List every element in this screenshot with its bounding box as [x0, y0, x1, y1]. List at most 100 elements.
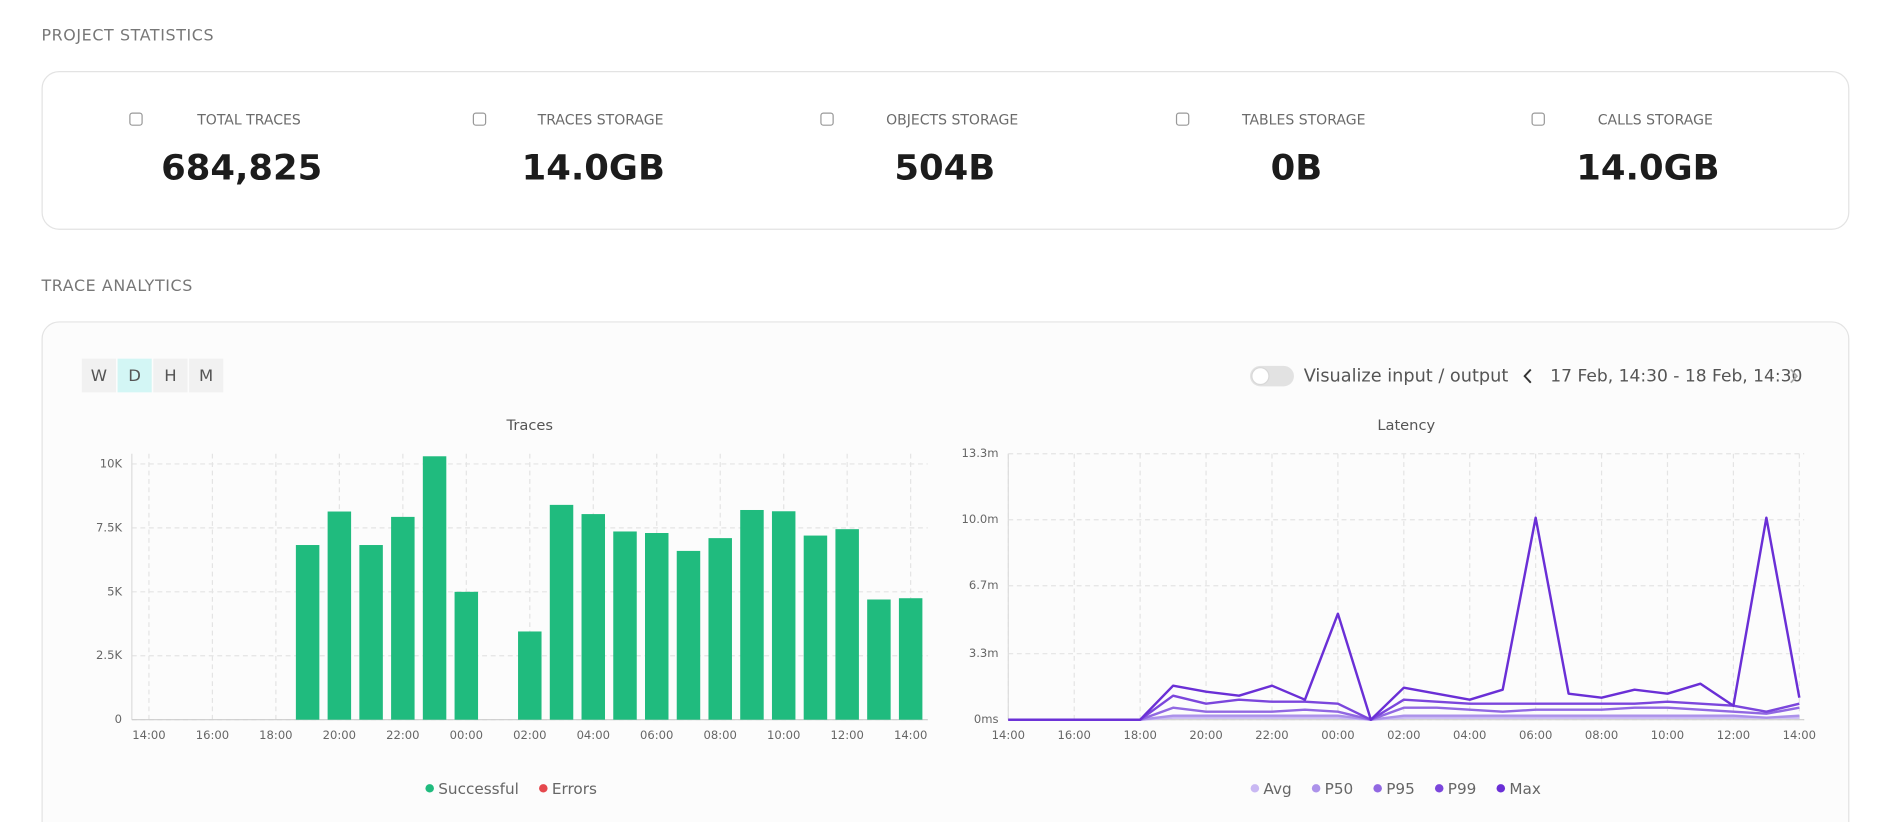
bar	[327, 511, 352, 720]
section-title: PROJECT STATISTICS	[42, 26, 215, 45]
legend-dot	[425, 784, 434, 793]
stat-value: 504B	[894, 148, 995, 189]
bar	[867, 599, 891, 720]
bar	[803, 535, 828, 720]
x-tick-label: 14:00	[1783, 728, 1816, 742]
bar	[771, 511, 796, 720]
stats-card	[41, 71, 1850, 230]
period-label: W	[91, 366, 107, 385]
date-range: 17 Feb, 14:30 - 18 Feb, 14:30	[1550, 367, 1802, 387]
y-tick-label: 13.3m	[961, 446, 998, 460]
legend-dot	[1311, 784, 1321, 793]
x-tick-label: 12:00	[1717, 728, 1750, 742]
period-label: D	[128, 366, 141, 385]
legend-dot	[1250, 784, 1260, 793]
prev-button[interactable]	[1523, 368, 1532, 384]
bar	[613, 531, 637, 720]
x-tick-label: 22:00	[1255, 728, 1288, 742]
stat-label: OBJECTS STORAGE	[886, 112, 1018, 128]
x-tick-label: 00:00	[1321, 728, 1354, 742]
period-button[interactable]	[117, 358, 152, 393]
stat-label: TOTAL TRACES	[196, 112, 301, 128]
bar	[422, 456, 447, 720]
legend-dot	[539, 784, 548, 793]
toggle-knob	[1251, 367, 1270, 386]
x-tick-label: 12:00	[830, 728, 863, 742]
icon	[472, 112, 487, 126]
x-tick-label: 18:00	[259, 728, 292, 742]
y-tick-label: 5K	[107, 584, 122, 598]
next-button[interactable]	[1790, 368, 1799, 384]
x-tick-label: 18:00	[1123, 728, 1156, 742]
line	[1008, 516, 1801, 721]
period-button[interactable]	[153, 358, 188, 393]
stat-value: 684,825	[161, 148, 322, 189]
icon	[820, 112, 834, 126]
bar	[391, 516, 415, 720]
x-tick-label: 02:00	[513, 728, 546, 742]
bar	[581, 514, 606, 720]
legend-dot	[1434, 784, 1444, 793]
period-button[interactable]	[81, 358, 116, 393]
bar	[518, 631, 542, 720]
y-tick-label: 7.5K	[96, 520, 122, 534]
y-tick-label: 0ms	[974, 712, 999, 726]
stat-label: TRACES STORAGE	[537, 112, 664, 128]
y-tick-label: 0	[115, 712, 122, 726]
x-tick-label: 16:00	[1058, 728, 1091, 742]
stat-label: CALLS STORAGE	[1598, 112, 1713, 128]
bar	[898, 598, 923, 720]
y-tick-label: 6.7m	[969, 578, 999, 592]
bar	[549, 504, 574, 720]
bar	[708, 538, 732, 720]
legend-label: Successful	[438, 780, 519, 798]
bar	[644, 533, 669, 720]
x-tick-label: 20:00	[1189, 728, 1222, 742]
x-tick-label: 08:00	[704, 728, 737, 742]
x-tick-label: 14:00	[992, 728, 1025, 742]
x-tick-label: 08:00	[1585, 728, 1618, 742]
x-tick-label: 14:00	[894, 728, 927, 742]
bar	[454, 591, 479, 720]
x-tick-label: 10:00	[767, 728, 800, 742]
bar	[835, 529, 859, 720]
bar	[676, 550, 701, 720]
x-tick-label: 10:00	[1651, 728, 1684, 742]
legend-label: Max	[1509, 780, 1541, 798]
x-tick-label: 22:00	[386, 728, 419, 742]
x-tick-label: 06:00	[1519, 728, 1552, 742]
legend-label: Avg	[1263, 780, 1291, 798]
chart-title: Latency	[1377, 418, 1435, 434]
section-title: TRACE ANALYTICS	[40, 276, 192, 295]
period-button[interactable]	[189, 358, 224, 393]
legend-label: P95	[1386, 780, 1415, 798]
period-label: M	[199, 366, 213, 385]
toggle-label: Visualize input / output	[1304, 367, 1509, 387]
stat-value: 14.0GB	[1576, 148, 1719, 189]
x-tick-label: 04:00	[577, 728, 610, 742]
legend-label: P99	[1448, 780, 1477, 798]
x-tick-label: 16:00	[196, 728, 229, 742]
x-tick-label: 06:00	[640, 728, 673, 742]
legend-label: P50	[1325, 780, 1354, 798]
x-tick-label: 02:00	[1387, 728, 1420, 742]
stat-label: TABLES STORAGE	[1241, 112, 1365, 128]
stat-value: 14.0GB	[522, 148, 665, 189]
legend-dot	[1373, 784, 1382, 793]
x-tick-label: 04:00	[1453, 728, 1486, 742]
bar	[740, 509, 764, 720]
x-tick-label: 20:00	[323, 728, 356, 742]
icon	[1175, 112, 1190, 126]
y-tick-label: 2.5K	[96, 648, 122, 662]
y-tick-label: 10.0m	[961, 512, 998, 526]
chart-title: Traces	[506, 418, 553, 434]
bar	[359, 545, 383, 720]
x-tick-label: 00:00	[450, 728, 483, 742]
legend-dot	[1496, 784, 1506, 793]
legend-label: Errors	[552, 780, 597, 798]
stat-value: 0B	[1271, 148, 1323, 189]
bar	[295, 545, 320, 720]
y-tick-label: 10K	[100, 457, 123, 471]
